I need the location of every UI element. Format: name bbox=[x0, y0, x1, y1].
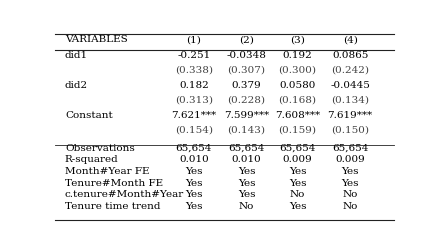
Text: (0.338): (0.338) bbox=[175, 66, 213, 74]
Text: 7.621***: 7.621*** bbox=[171, 110, 216, 120]
Text: 0.379: 0.379 bbox=[232, 80, 261, 90]
Text: Tenure#Month FE: Tenure#Month FE bbox=[65, 178, 163, 188]
Text: 0.009: 0.009 bbox=[283, 156, 312, 164]
Text: 0.009: 0.009 bbox=[335, 156, 365, 164]
Text: 0.0865: 0.0865 bbox=[332, 50, 368, 59]
Text: -0.0348: -0.0348 bbox=[226, 50, 266, 59]
Text: Constant: Constant bbox=[65, 110, 113, 120]
Text: No: No bbox=[290, 190, 305, 199]
Text: 65,654: 65,654 bbox=[332, 144, 368, 153]
Text: did1: did1 bbox=[65, 50, 88, 59]
Text: (0.154): (0.154) bbox=[175, 126, 213, 134]
Text: (4): (4) bbox=[343, 35, 357, 44]
Text: Yes: Yes bbox=[238, 167, 255, 176]
Text: Yes: Yes bbox=[238, 190, 255, 199]
Text: (2): (2) bbox=[239, 35, 254, 44]
Text: 0.182: 0.182 bbox=[179, 80, 209, 90]
Text: (0.307): (0.307) bbox=[227, 66, 265, 74]
Text: (0.242): (0.242) bbox=[331, 66, 369, 74]
Text: Yes: Yes bbox=[185, 167, 203, 176]
Text: Yes: Yes bbox=[185, 202, 203, 211]
Text: (1): (1) bbox=[187, 35, 201, 44]
Text: -0.251: -0.251 bbox=[177, 50, 211, 59]
Text: 7.599***: 7.599*** bbox=[224, 110, 269, 120]
Text: Yes: Yes bbox=[185, 178, 203, 188]
Text: 7.608***: 7.608*** bbox=[275, 110, 320, 120]
Text: Tenure time trend: Tenure time trend bbox=[65, 202, 160, 211]
Text: 0.010: 0.010 bbox=[179, 156, 209, 164]
Text: 0.010: 0.010 bbox=[232, 156, 261, 164]
Text: c.tenure#Month#Year: c.tenure#Month#Year bbox=[65, 190, 184, 199]
Text: (0.134): (0.134) bbox=[331, 96, 369, 104]
Text: Observations: Observations bbox=[65, 144, 134, 153]
Text: No: No bbox=[239, 202, 254, 211]
Text: (0.143): (0.143) bbox=[227, 126, 265, 134]
Text: 0.0580: 0.0580 bbox=[279, 80, 316, 90]
Text: 0.192: 0.192 bbox=[283, 50, 312, 59]
Text: (0.168): (0.168) bbox=[279, 96, 317, 104]
Text: (0.228): (0.228) bbox=[227, 96, 265, 104]
Text: Yes: Yes bbox=[289, 167, 306, 176]
Text: VARIABLES: VARIABLES bbox=[65, 35, 128, 44]
Text: Month#Year FE: Month#Year FE bbox=[65, 167, 149, 176]
Text: 7.619***: 7.619*** bbox=[328, 110, 373, 120]
Text: 65,654: 65,654 bbox=[279, 144, 316, 153]
Text: No: No bbox=[343, 190, 358, 199]
Text: did2: did2 bbox=[65, 80, 88, 90]
Text: Yes: Yes bbox=[289, 202, 306, 211]
Text: Yes: Yes bbox=[341, 178, 359, 188]
Text: (0.313): (0.313) bbox=[175, 96, 213, 104]
Text: (0.300): (0.300) bbox=[279, 66, 317, 74]
Text: No: No bbox=[343, 202, 358, 211]
Text: (0.150): (0.150) bbox=[331, 126, 369, 134]
Text: (3): (3) bbox=[290, 35, 305, 44]
Text: Yes: Yes bbox=[185, 190, 203, 199]
Text: -0.0445: -0.0445 bbox=[330, 80, 370, 90]
Text: R-squared: R-squared bbox=[65, 156, 119, 164]
Text: 65,654: 65,654 bbox=[176, 144, 212, 153]
Text: (0.159): (0.159) bbox=[279, 126, 317, 134]
Text: Yes: Yes bbox=[289, 178, 306, 188]
Text: 65,654: 65,654 bbox=[228, 144, 265, 153]
Text: Yes: Yes bbox=[238, 178, 255, 188]
Text: Yes: Yes bbox=[341, 167, 359, 176]
